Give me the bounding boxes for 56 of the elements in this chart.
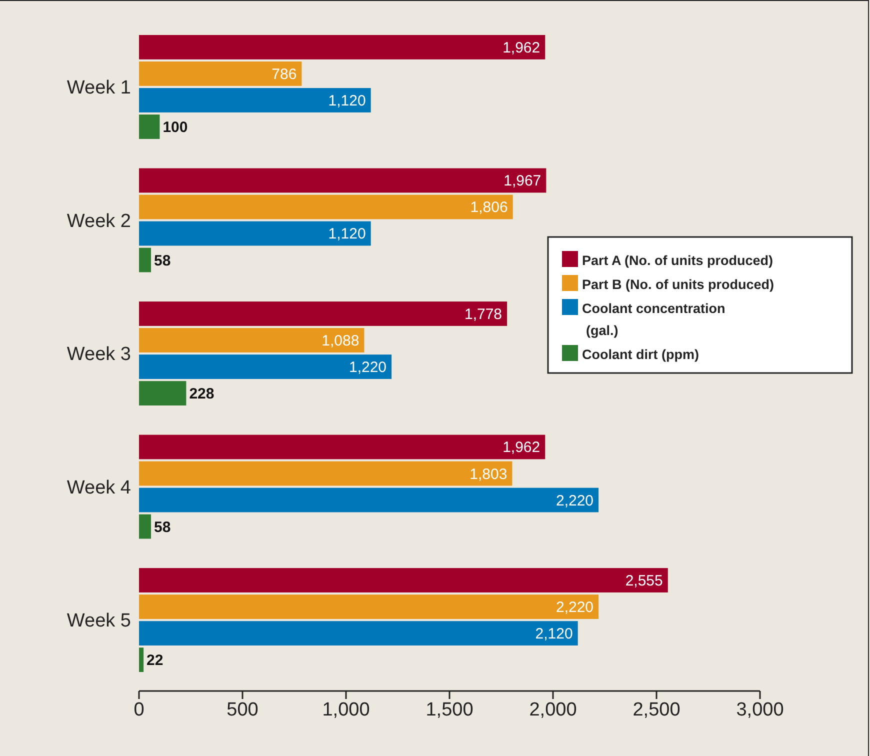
x-tick-label: 1,000 — [322, 699, 370, 720]
data-label: 1,803 — [470, 466, 508, 483]
bar — [139, 248, 152, 272]
bar — [139, 194, 513, 220]
bar — [139, 114, 160, 139]
y-tick-label: Week 3 — [66, 344, 131, 366]
data-label: 2,220 — [556, 599, 594, 616]
data-label: 2,220 — [556, 492, 594, 510]
bar — [139, 302, 508, 326]
bar — [139, 221, 371, 246]
data-label: 58 — [154, 518, 171, 536]
bar — [139, 35, 546, 60]
bar — [139, 354, 392, 379]
bar — [139, 434, 546, 460]
bar — [139, 594, 599, 619]
data-label: 2,555 — [625, 572, 663, 590]
data-label: 786 — [272, 66, 297, 83]
data-label: 1,120 — [328, 92, 366, 110]
data-label: 22 — [146, 652, 164, 670]
legend-label: Coolant concentration (gal.) — [582, 301, 726, 338]
legend-label: Part B (No. of units produced) — [582, 277, 774, 292]
x-tick-label: 0 — [134, 699, 144, 720]
data-label: 1,120 — [328, 226, 366, 243]
x-tick-label: 1,500 — [426, 699, 474, 720]
bar — [139, 514, 152, 539]
data-label: 58 — [154, 252, 171, 270]
bar — [139, 62, 302, 86]
data-label: 1,220 — [348, 359, 387, 376]
y-tick-label: Week 4 — [66, 477, 132, 498]
y-tick-label: Week 2 — [66, 210, 131, 232]
data-label: 1,806 — [470, 199, 508, 216]
bar — [139, 88, 371, 112]
x-tick-label: 2,000 — [529, 699, 577, 720]
data-label: 100 — [162, 118, 188, 136]
bar — [139, 328, 364, 352]
bar — [139, 488, 599, 512]
bar — [139, 621, 578, 646]
x-tick-label: 3,000 — [736, 699, 784, 720]
data-label: 2,120 — [535, 626, 573, 643]
legend-label: Coolant dirt (ppm) — [582, 347, 699, 362]
bar — [139, 568, 668, 592]
bar — [139, 461, 512, 486]
data-label: 1,088 — [322, 332, 360, 350]
x-tick-label: 500 — [226, 699, 258, 720]
y-tick-label: Week 5 — [66, 610, 131, 632]
data-label: 228 — [189, 386, 214, 403]
y-tick-label: Week 1 — [66, 78, 131, 99]
x-tick-label: 2,500 — [632, 699, 680, 720]
legend-label: Part A (No. of units produced) — [582, 253, 773, 268]
data-label: 1,962 — [502, 39, 540, 56]
data-label: 1,962 — [502, 439, 540, 456]
bar — [139, 381, 186, 406]
data-label: 1,778 — [464, 306, 502, 323]
bar — [139, 168, 546, 193]
bar — [139, 648, 144, 672]
data-label: 1,967 — [504, 172, 542, 190]
